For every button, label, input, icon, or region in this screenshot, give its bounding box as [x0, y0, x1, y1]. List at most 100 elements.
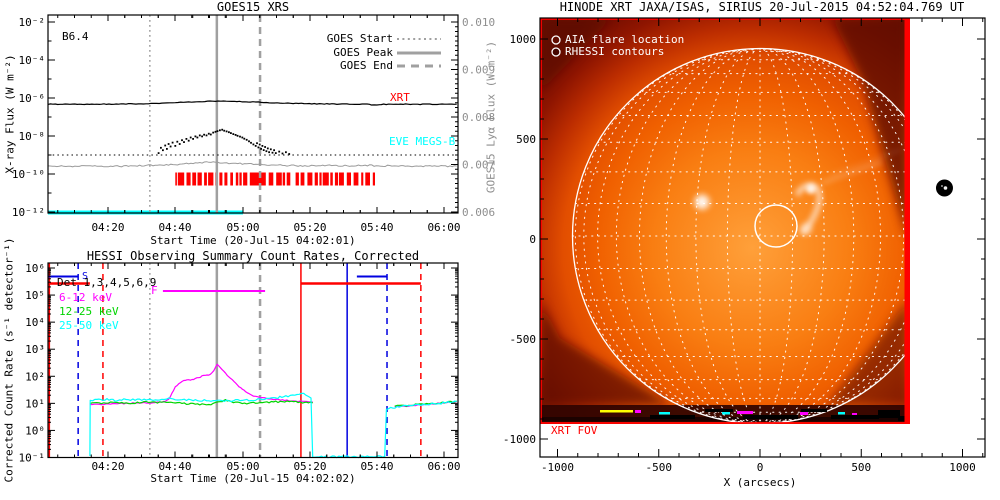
x-tick-label: 05:40: [360, 221, 393, 234]
x-tick-label: 04:40: [158, 221, 191, 234]
series-12-25keV: [89, 399, 313, 406]
y-tick-label: 10⁻¹⁰: [12, 168, 45, 181]
xrt-flux-dot: [185, 138, 188, 140]
xrt-exposure-tick: [339, 172, 344, 186]
xrt-exposure-tick: [307, 172, 313, 186]
band-dash: [800, 412, 808, 415]
y-tick-label: 500: [516, 133, 536, 146]
xrt-exposure-tick: [197, 172, 202, 186]
xrt-xaxis-title: X (arcsecs): [723, 476, 797, 489]
xrt-flux-dot: [285, 151, 287, 154]
longitude-line: [638, 48, 882, 424]
xrt-exposure-tick: [239, 172, 242, 186]
image-bottom-band-dark: [540, 417, 909, 422]
flare-kernel: [806, 184, 816, 194]
band-dash: [600, 410, 633, 413]
xrt-flux-dot: [269, 148, 272, 151]
hessi-f-flag-label: F: [151, 284, 158, 297]
xrt-flux-dot: [258, 143, 261, 146]
flare-tail: [800, 223, 812, 235]
y-tick-label: 1000: [510, 33, 537, 46]
hessi-s-flag-label: S: [82, 271, 89, 282]
series-25-50keV: [89, 392, 457, 459]
goes-legend-peak-label: GOES Peak: [333, 46, 393, 59]
xrt-flux-dot: [176, 140, 179, 143]
xrt-exposure-tick: [204, 172, 207, 186]
xrt-exposure-tick: [282, 172, 286, 186]
y-tick-label: 10³: [25, 343, 45, 356]
xrt-fov-label: XRT FOV: [551, 424, 598, 437]
bright-features: [694, 149, 901, 235]
x-tick-label: 1000: [949, 461, 976, 474]
xrt-frame: [539, 17, 986, 458]
band-dash: [722, 412, 730, 415]
xrt-exposure-tick: [276, 172, 282, 186]
x-tick-label: 04:20: [91, 221, 124, 234]
band-dash: [635, 410, 641, 413]
grid-wrap: [572, 48, 909, 424]
xrt-flux-dot: [250, 141, 252, 144]
xrt-panel-title: HINODE XRT JAXA/ISAS, SIRIUS 20-Jul-2015…: [559, 0, 965, 14]
xrt-exposure-tick: [230, 172, 233, 186]
xrt-flux-dot: [260, 148, 262, 150]
xrt-flux-dot: [271, 151, 274, 154]
xrt-flux-dot: [187, 139, 190, 142]
x-tick-label: 06:00: [427, 460, 460, 473]
goes-xrs-plot: 10⁻² 10⁻⁴ 10⁻⁶ 10⁻⁸ 10⁻¹⁰ 10⁻¹² 0.010 0.009 0.00…: [12, 14, 495, 234]
band-dash: [743, 415, 798, 419]
longitude-line: [665, 48, 855, 424]
band-dash: [878, 410, 900, 418]
goes-yaxis-title: X-ray Flux (W m⁻²): [3, 54, 17, 174]
xrt-flux-dot: [223, 129, 226, 132]
active-region-core: [699, 199, 705, 205]
heliographic-grid: [572, 48, 909, 424]
xrt-flux-dot: [201, 135, 203, 138]
aia-flare-location-circle: [754, 204, 798, 248]
xrt-fov-right-edge: [904, 18, 910, 424]
xrt-flux-dot: [178, 143, 181, 145]
y-tick-label: -1000: [503, 433, 536, 446]
xrt-exposure-tick: [314, 172, 318, 186]
y2-tick-label: 0.009: [462, 64, 495, 77]
xrt-exposure-tick: [295, 172, 299, 186]
y-tick-label: 10⁵: [25, 289, 45, 302]
xrt-flux-dot: [207, 132, 210, 135]
xrt-flux-dot: [234, 134, 237, 136]
band-dash: [650, 415, 695, 419]
xrt-exposure-tick: [224, 172, 228, 186]
faint-streak: [821, 160, 883, 185]
xrt-flux-dot: [167, 143, 170, 145]
xrt-flux-dot: [209, 133, 212, 136]
x-tick-label: 04:40: [158, 460, 191, 473]
xrt-flux-dot: [288, 153, 291, 155]
xrt-flux-dot: [230, 132, 232, 134]
xrt-flux-dot: [278, 150, 281, 153]
xrt-flux-dot: [243, 137, 246, 140]
y-tick-label: 10⁻⁸: [19, 130, 46, 143]
xrt-exposure-tick: [361, 172, 364, 186]
xrt-flux-dot: [254, 145, 257, 147]
longitude-line: [695, 48, 825, 424]
xrt-flux-dot: [248, 140, 250, 143]
longitude-line: [583, 48, 909, 424]
y-tick-label: 10¹: [25, 397, 45, 410]
y-tick-label: 10⁻¹: [19, 451, 46, 464]
xrt-flux-dot: [261, 145, 264, 147]
goes-frame: [47, 14, 459, 214]
hessi-yaxis-title: Corrected Count Rate (s⁻¹ detector⁻¹): [2, 237, 16, 483]
y-tick-label: 10⁻¹²: [12, 206, 45, 219]
y2-tick-label: 0.006: [462, 206, 495, 219]
xrt-flux-dot: [228, 131, 230, 134]
y-tick-label: 10⁻²: [19, 16, 46, 29]
hessi-band2-label: 12-25 keV: [59, 305, 119, 318]
hessi-plot-title: HESSI Observing Summary Count Rates, Cor…: [86, 249, 420, 263]
band-dash: [801, 409, 827, 412]
aia-legend-marker: [551, 35, 561, 45]
xrt-exposure-tick: [300, 172, 305, 186]
xrt-flux-dot: [192, 138, 194, 140]
xrt-flux-dot: [257, 146, 260, 149]
y-tick-label: 10²: [25, 370, 45, 383]
xrt-flux-dot: [181, 139, 183, 142]
goes-right-yaxis-title: GOES15 Lyα Flux (W m⁻²): [484, 40, 498, 194]
xrt-flux-dot: [160, 146, 162, 149]
